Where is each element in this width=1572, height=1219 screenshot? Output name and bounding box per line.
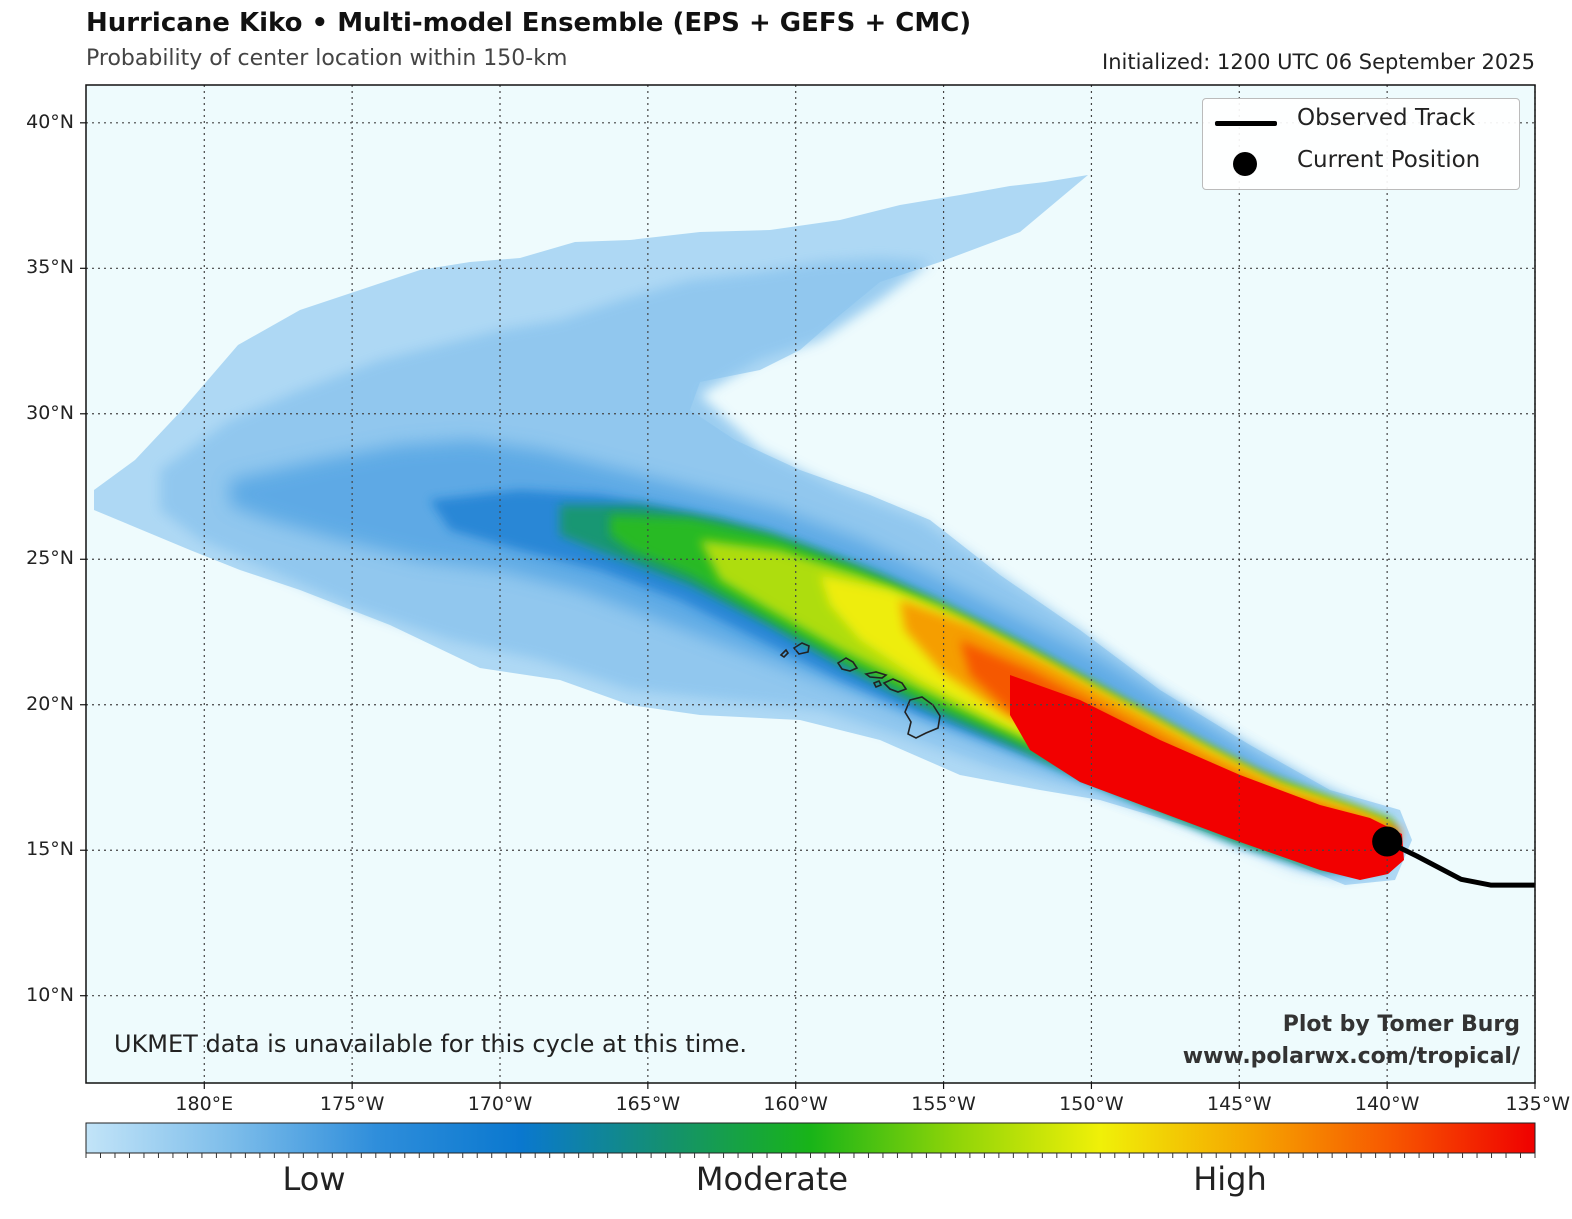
- colorbar-ticks: [85, 1153, 1536, 1158]
- longitude-tick-label: 150°W: [1059, 1093, 1124, 1115]
- current-position-swatch: [1233, 152, 1257, 176]
- longitude-tick-label: 180°E: [175, 1093, 234, 1115]
- track-layer: [1372, 826, 1535, 888]
- longitude-tick-label: 145°W: [1207, 1093, 1272, 1115]
- chart-title: Hurricane Kiko • Multi-model Ensemble (E…: [86, 8, 972, 38]
- colorbar-label-moderate: Moderate: [695, 1160, 849, 1198]
- current-position-marker: [1372, 826, 1403, 857]
- longitude-tick-label: 140°W: [1354, 1093, 1420, 1115]
- latitude-tick-label: 15°N: [26, 838, 74, 861]
- island-maui: [882, 678, 908, 693]
- map-legend: Observed Track Current Position: [1202, 98, 1520, 190]
- plot-frame: [85, 84, 1536, 1084]
- longitude-tick-label: 155°W: [911, 1093, 976, 1115]
- island-lanai: [872, 679, 883, 689]
- island-big-island: [904, 696, 941, 739]
- latitude-tick-label: 35°N: [26, 256, 74, 279]
- island-kauai: [792, 642, 810, 655]
- colorbar-label-low: Low: [282, 1160, 346, 1198]
- latitude-tick-label: 10°N: [26, 983, 74, 1006]
- longitude-tick-label: 165°W: [615, 1093, 681, 1115]
- legend-observed-track: Observed Track: [1297, 105, 1476, 131]
- credit-url: www.polarwx.com/tropical/: [1182, 1044, 1520, 1069]
- island-niihau: [779, 648, 790, 659]
- ukmet-note: UKMET data is unavailable for this cycle…: [114, 1030, 748, 1058]
- hawaiian-islands: [779, 642, 941, 739]
- probability-colorbar: [85, 1122, 1536, 1154]
- spread-red-core: [1010, 675, 1404, 880]
- longitude-tick-label: 170°W: [467, 1093, 533, 1115]
- latitude-tick-label: 30°N: [26, 401, 74, 424]
- island-molokai: [864, 671, 888, 679]
- island-oahu: [836, 657, 859, 672]
- observed-track-swatch: [1215, 121, 1277, 126]
- longitude-tick-label: 175°W: [319, 1093, 385, 1115]
- latitude-tick-label: 40°N: [26, 110, 74, 133]
- longitude-tick-label: 135°W: [1505, 1093, 1570, 1115]
- observed-track-line: [1386, 839, 1535, 888]
- colorbar-label-high: High: [1193, 1160, 1267, 1198]
- latitude-tick-label: 25°N: [26, 547, 74, 570]
- probability-shading: [94, 175, 1412, 885]
- longitude-tick-label: 160°W: [763, 1093, 828, 1115]
- legend-current-position: Current Position: [1297, 147, 1481, 173]
- initialized-time: Initialized: 1200 UTC 06 September 2025: [1102, 50, 1535, 74]
- chart-subtitle: Probability of center location within 15…: [86, 46, 568, 71]
- latitude-tick-label: 20°N: [26, 692, 74, 715]
- credit-author: Plot by Tomer Burg: [1282, 1012, 1520, 1037]
